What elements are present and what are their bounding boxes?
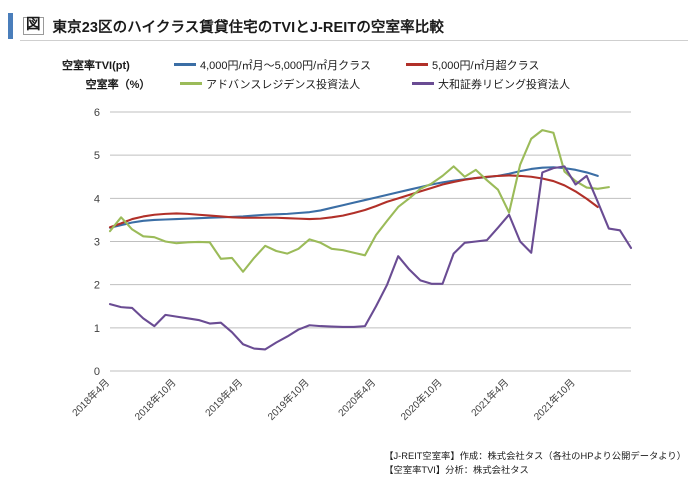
y-tick-label-6: 6	[94, 107, 100, 119]
legend-label-1: 5,000円/㎡月超クラス	[432, 59, 540, 72]
legend-item-3[interactable]: 大和証券リビング投資法人	[412, 76, 570, 92]
figure-footnotes: 【J-REIT空室率】作成：株式会社タス（各社のHPより公開データより） 【空室…	[384, 450, 686, 477]
chart-legend: 空室率TVI(pt) 4,000円/㎡月～5,000円/㎡月クラス 5,000円…	[62, 55, 682, 97]
legend-row-vacancy: 空室率（%） アドバンスレジデンス投資法人 大和証券リビング投資法人	[62, 74, 682, 93]
legend-item-1[interactable]: 5,000円/㎡月超クラス	[406, 57, 539, 73]
figure-badge: 図	[23, 16, 44, 36]
legend-swatch-3	[412, 82, 434, 85]
legend-label-2: アドバンスレジデンス投資法人	[206, 78, 361, 91]
legend-item-2[interactable]: アドバンスレジデンス投資法人	[180, 76, 412, 92]
x-tick-label-1: 2018年10月	[132, 376, 179, 423]
chart-y-axis-labels: 0 1 2 3 4 5 6	[94, 107, 100, 378]
legend-axis-caption-right: 空室率（%）	[85, 78, 151, 91]
page-title: 東京23区のハイクラス賃貸住宅のTVIとJ-REITの空室率比較	[52, 19, 444, 36]
footnote-line-1: 【J-REIT空室率】作成：株式会社タス（各社のHPより公開データより）	[384, 451, 686, 462]
footnote-line-2: 【空室率TVI】分析：株式会社タス	[384, 464, 529, 475]
accent-bar-icon	[8, 13, 13, 39]
x-tick-label-0: 2018年4月	[69, 376, 112, 419]
x-tick-label-6: 2021年4月	[468, 376, 511, 419]
x-tick-label-2: 2019年4月	[202, 376, 245, 419]
series-line-3	[108, 165, 633, 351]
legend-label-3: 大和証券リビング投資法人	[438, 78, 570, 91]
x-tick-label-7: 2021年10月	[531, 376, 578, 423]
y-tick-label-5: 5	[94, 150, 100, 162]
chart-series-group	[108, 129, 633, 351]
legend-label-0: 4,000円/㎡月～5,000円/㎡月クラス	[200, 59, 371, 72]
y-tick-label-2: 2	[94, 280, 100, 292]
series-line-2	[108, 129, 610, 273]
header-divider	[20, 40, 688, 41]
x-tick-label-4: 2020年4月	[335, 376, 378, 419]
y-tick-label-0: 0	[94, 366, 100, 378]
series-line-1	[108, 174, 599, 229]
legend-swatch-1	[406, 63, 428, 66]
legend-swatch-2	[180, 82, 202, 85]
legend-swatch-0	[174, 63, 196, 66]
series-line-0	[108, 166, 599, 229]
chart-x-axis-labels: 2018年4月 2018年10月 2019年4月 2019年10月 2020年4月 202…	[69, 376, 578, 423]
figure-header: 図 東京23区のハイクラス賃貸住宅のTVIとJ-REITの空室率比較	[0, 10, 700, 42]
y-tick-label-4: 4	[94, 193, 100, 205]
legend-axis-caption-left: 空室率TVI(pt)	[62, 59, 130, 72]
x-tick-label-3: 2019年10月	[265, 376, 312, 423]
legend-row-tvi: 空室率TVI(pt) 4,000円/㎡月～5,000円/㎡月クラス 5,000円…	[62, 55, 682, 74]
legend-item-0[interactable]: 4,000円/㎡月～5,000円/㎡月クラス	[174, 57, 406, 73]
y-tick-label-3: 3	[94, 237, 100, 249]
y-tick-label-1: 1	[94, 323, 100, 335]
x-tick-label-5: 2020年10月	[398, 376, 445, 423]
